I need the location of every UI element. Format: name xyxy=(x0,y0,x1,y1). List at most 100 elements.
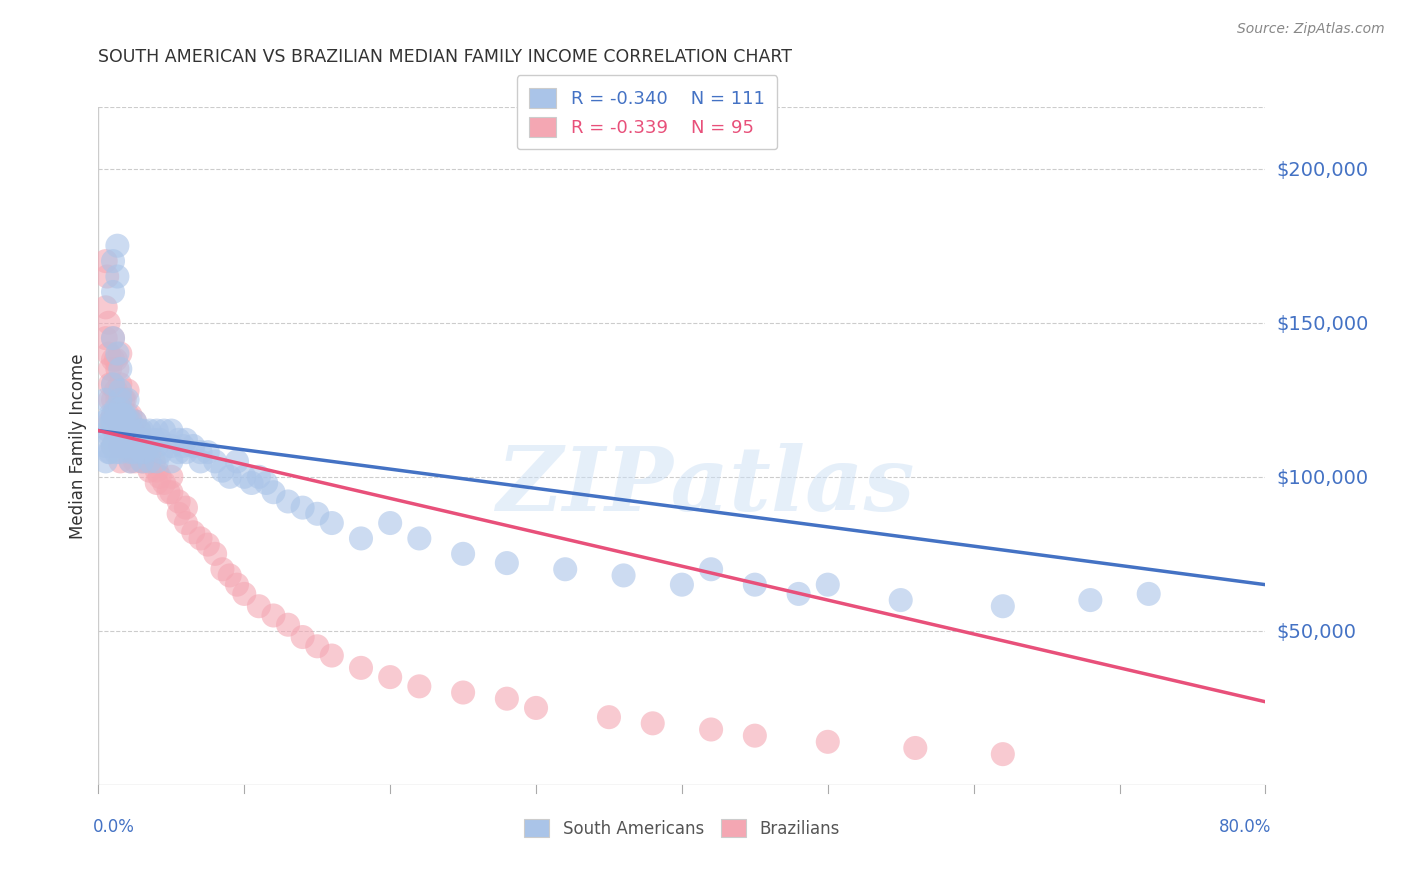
Point xyxy=(114,424,136,438)
Point xyxy=(641,716,664,731)
Point xyxy=(128,424,150,438)
Point xyxy=(94,439,117,453)
Point xyxy=(112,424,135,438)
Point xyxy=(110,392,132,407)
Point xyxy=(97,445,120,459)
Point xyxy=(124,433,146,447)
Point xyxy=(114,439,136,453)
Point xyxy=(277,494,299,508)
Point xyxy=(94,414,117,428)
Point xyxy=(112,439,135,453)
Point xyxy=(104,414,127,428)
Point xyxy=(350,661,373,675)
Point xyxy=(120,424,142,438)
Point xyxy=(612,568,634,582)
Point xyxy=(174,433,197,447)
Point xyxy=(226,577,249,591)
Point xyxy=(131,433,153,447)
Point xyxy=(110,408,132,422)
Point xyxy=(817,577,839,591)
Point xyxy=(408,532,430,546)
Point xyxy=(101,408,124,422)
Point xyxy=(124,414,146,428)
Point xyxy=(138,439,160,453)
Point xyxy=(240,475,263,490)
Point xyxy=(110,424,132,438)
Point xyxy=(105,346,128,360)
Point xyxy=(167,494,190,508)
Point xyxy=(112,414,135,428)
Point xyxy=(197,538,219,552)
Point xyxy=(146,454,169,468)
Point xyxy=(101,377,124,392)
Point xyxy=(131,445,153,459)
Point xyxy=(744,729,766,743)
Point xyxy=(247,599,270,614)
Point xyxy=(124,414,146,428)
Point xyxy=(211,562,233,576)
Point xyxy=(174,516,197,530)
Point xyxy=(94,254,117,268)
Point xyxy=(110,439,132,453)
Point xyxy=(128,439,150,453)
Point xyxy=(98,445,121,459)
Point xyxy=(104,445,127,459)
Point xyxy=(98,417,121,432)
Point xyxy=(110,414,132,428)
Point xyxy=(120,454,142,468)
Point xyxy=(134,439,156,453)
Point xyxy=(451,547,474,561)
Point xyxy=(991,599,1014,614)
Point xyxy=(117,414,139,428)
Point xyxy=(124,454,146,468)
Point xyxy=(131,424,153,438)
Point xyxy=(277,617,299,632)
Point xyxy=(160,485,183,500)
Point xyxy=(97,316,120,330)
Point xyxy=(247,470,270,484)
Point xyxy=(110,402,132,417)
Point xyxy=(160,470,183,484)
Point xyxy=(1080,593,1102,607)
Point xyxy=(262,608,284,623)
Point xyxy=(991,747,1014,761)
Point xyxy=(110,433,132,447)
Point xyxy=(554,562,576,576)
Point xyxy=(101,414,124,428)
Point xyxy=(204,547,226,561)
Point xyxy=(146,439,169,453)
Text: 0.0%: 0.0% xyxy=(93,819,135,837)
Point xyxy=(98,362,121,376)
Point xyxy=(291,630,314,644)
Point xyxy=(190,454,212,468)
Point xyxy=(101,331,124,345)
Point xyxy=(114,433,136,447)
Point xyxy=(496,556,519,570)
Point xyxy=(233,470,256,484)
Point xyxy=(262,485,284,500)
Point xyxy=(496,691,519,706)
Point xyxy=(110,346,132,360)
Point xyxy=(117,392,139,407)
Point xyxy=(101,439,124,453)
Point xyxy=(138,454,160,468)
Point xyxy=(94,392,117,407)
Point xyxy=(146,475,169,490)
Point xyxy=(131,454,153,468)
Point xyxy=(160,424,183,438)
Point xyxy=(167,445,190,459)
Point xyxy=(204,454,226,468)
Point xyxy=(94,454,117,468)
Point xyxy=(104,408,127,422)
Point xyxy=(134,433,156,447)
Point xyxy=(112,408,135,422)
Point xyxy=(321,516,343,530)
Point xyxy=(120,433,142,447)
Point xyxy=(150,445,173,459)
Point xyxy=(101,285,124,299)
Point xyxy=(98,392,121,407)
Point xyxy=(146,464,169,478)
Point xyxy=(160,439,183,453)
Point xyxy=(110,445,132,459)
Point xyxy=(110,362,132,376)
